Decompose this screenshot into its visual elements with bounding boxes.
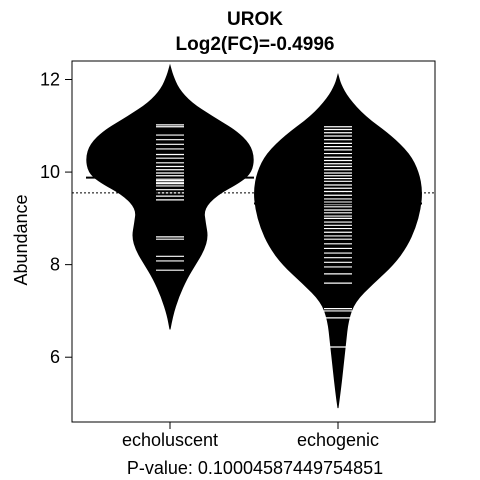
- chart-title: UROK: [227, 9, 283, 30]
- x-tick-label: echogenic: [297, 430, 379, 450]
- bean-echogenic: [254, 73, 422, 409]
- y-tick-label: 10: [40, 162, 60, 182]
- x-axis: echoluscent echogenic: [122, 421, 379, 450]
- y-tick-label: 8: [50, 255, 60, 275]
- bean-density-echogenic: [254, 73, 422, 409]
- x-axis-label: P-value: 0.10004587449754851: [127, 458, 383, 478]
- y-tick-label: 6: [50, 347, 60, 367]
- beans-layer: [86, 63, 422, 409]
- y-tick-label: 12: [40, 70, 60, 90]
- chart-subtitle: Log2(FC)=-0.4996: [176, 34, 335, 55]
- x-tick-label: echoluscent: [122, 430, 218, 450]
- y-axis-label: Abundance: [11, 194, 31, 285]
- bean-density-echoluscent: [86, 63, 254, 330]
- mean-lines-layer: [86, 176, 422, 205]
- y-axis: 6 8 10 12: [40, 70, 73, 367]
- bean-echoluscent: [86, 63, 254, 330]
